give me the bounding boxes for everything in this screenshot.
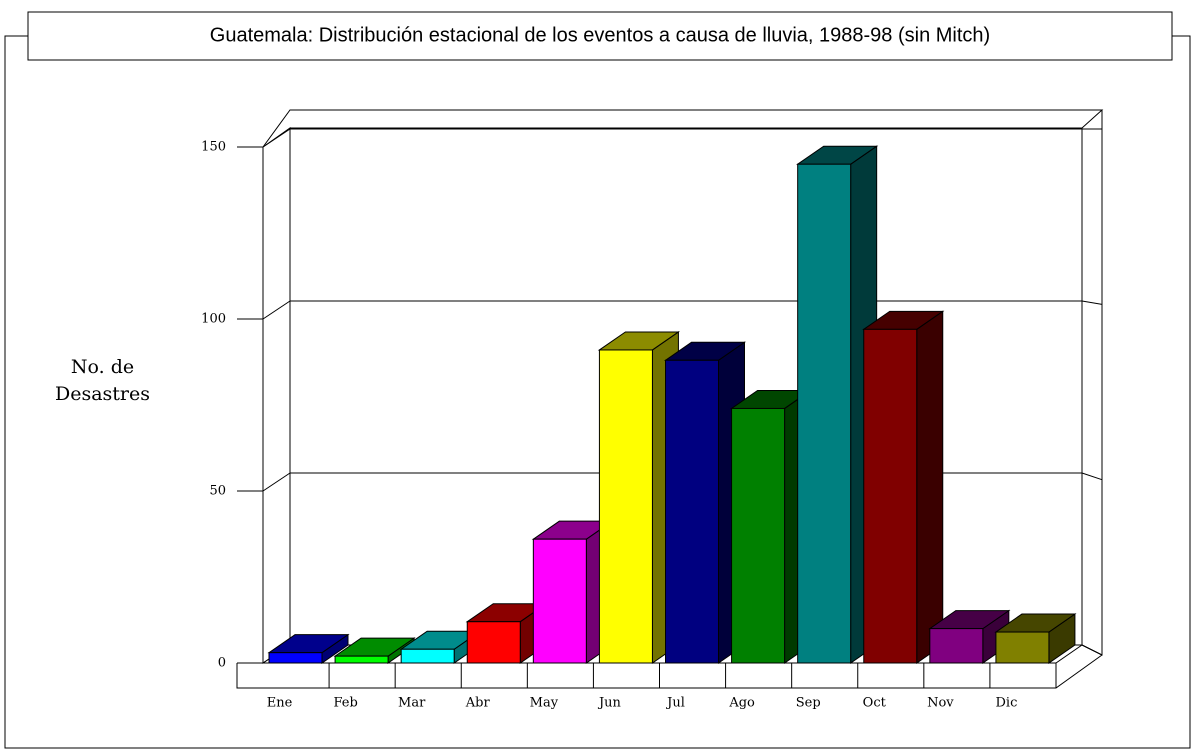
bar [268,652,323,664]
grid-line [1081,472,1103,481]
grid-line [1081,644,1103,656]
x-tick-label: Oct [863,696,887,711]
grid-line [262,300,291,320]
x-tick-label: Jul [665,696,685,711]
bar [797,163,852,664]
y-axis-label: No. de Desastres [54,356,151,405]
bar [466,621,521,664]
bar [532,538,587,664]
bar-side [916,310,944,664]
chart-title: Guatemala: Distribución estacional de lo… [210,24,990,46]
y-tick-label: 150 [201,140,226,155]
bar [400,648,455,664]
frame [4,35,1191,749]
x-tick-label: Jun [597,696,622,711]
bar [863,328,918,664]
x-tick-label: Nov [927,696,954,711]
x-tick-label: Sep [796,696,821,711]
bar [731,407,786,664]
bar [995,631,1050,664]
x-tick-label: Mar [398,696,426,711]
bar [665,359,719,664]
x-tick-label: May [530,696,559,711]
grid-line [262,128,291,148]
y-tick-label: 100 [201,312,226,327]
grid-line [1081,300,1103,305]
bar [598,349,653,664]
y-tick-label: 50 [209,484,226,499]
x-tick-label: Ago [728,696,755,711]
bar [929,628,984,664]
y-tick-label: 0 [218,656,226,671]
bar [334,655,389,664]
x-tick-label: Ene [267,696,293,711]
x-tick-label: Abr [465,696,491,711]
x-tick-label: Dic [996,696,1018,711]
x-tick-label: Feb [333,696,357,711]
grid-line [262,472,291,492]
title-box [27,11,1173,61]
